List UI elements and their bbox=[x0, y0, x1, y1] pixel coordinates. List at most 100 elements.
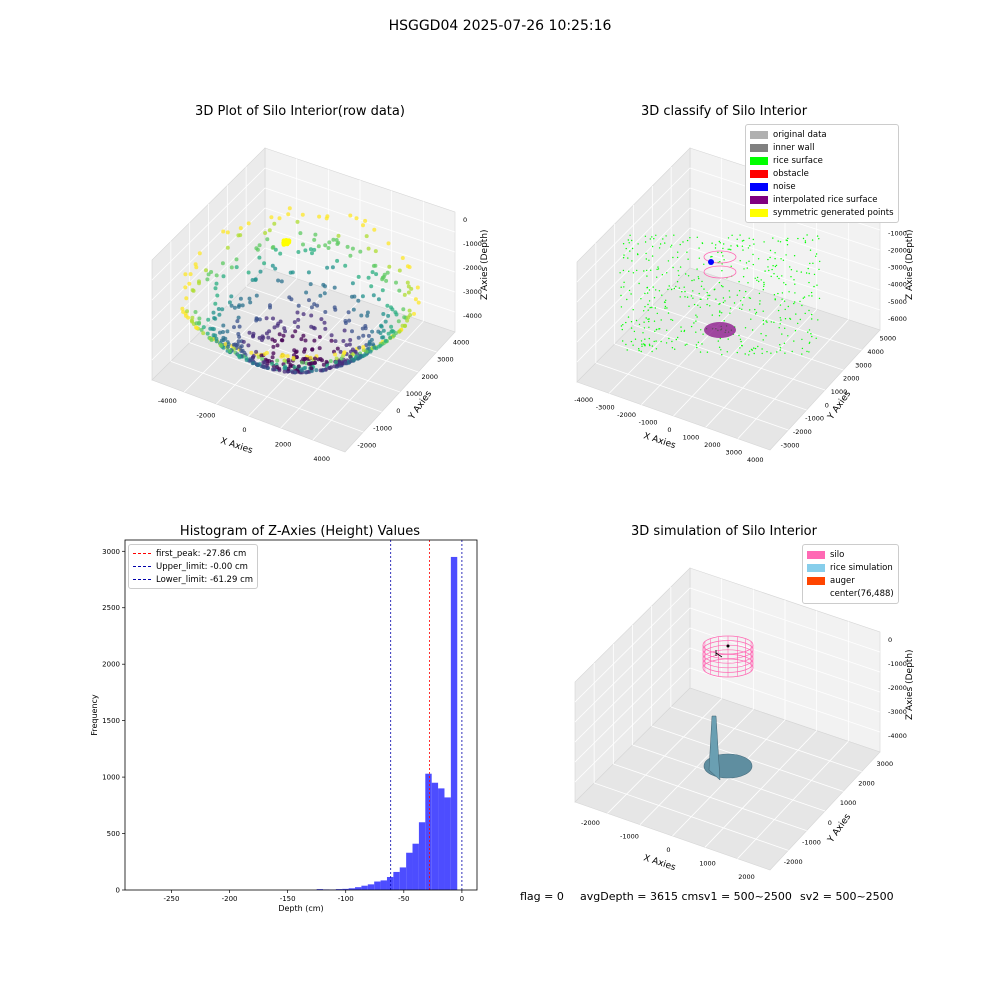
data-point bbox=[356, 356, 360, 361]
rice-surface-point bbox=[719, 261, 721, 263]
data-point bbox=[382, 272, 387, 277]
rice-surface-point bbox=[676, 256, 679, 259]
data-point bbox=[257, 255, 262, 260]
data-point bbox=[381, 312, 386, 316]
grid-line bbox=[248, 299, 361, 417]
data-point bbox=[327, 240, 332, 245]
rice-surface-point bbox=[794, 301, 796, 303]
data-point bbox=[392, 333, 396, 338]
data-point bbox=[397, 288, 402, 293]
data-point bbox=[302, 349, 307, 354]
rice-surface-point bbox=[785, 283, 787, 286]
rice-surface-point bbox=[683, 286, 685, 288]
rice-surface-point bbox=[730, 249, 732, 251]
rice-surface-point bbox=[765, 320, 767, 322]
symmetric-point bbox=[282, 240, 288, 246]
data-point bbox=[378, 343, 383, 348]
data-point bbox=[261, 365, 266, 369]
histogram-bar bbox=[386, 877, 394, 890]
rice-surface-point bbox=[675, 285, 677, 288]
rice-surface-point bbox=[719, 337, 721, 340]
data-point bbox=[255, 363, 260, 368]
x-tick-label: 1000 bbox=[683, 434, 700, 442]
data-point bbox=[357, 345, 362, 350]
data-point bbox=[346, 360, 351, 365]
data-point bbox=[364, 343, 369, 348]
data-point bbox=[292, 353, 296, 358]
data-point bbox=[262, 261, 267, 266]
rice-surface-point bbox=[644, 241, 647, 243]
data-point bbox=[265, 366, 270, 370]
data-point bbox=[400, 323, 405, 328]
data-point bbox=[301, 242, 305, 247]
data-point bbox=[322, 320, 327, 325]
rice-surface-point bbox=[808, 351, 810, 353]
rice-surface-point bbox=[648, 259, 650, 261]
data-point bbox=[267, 359, 272, 363]
data-point bbox=[298, 231, 303, 236]
data-point bbox=[278, 251, 283, 256]
data-point bbox=[221, 274, 226, 279]
rice-surface-point bbox=[693, 322, 695, 324]
data-point bbox=[338, 349, 343, 354]
data-point bbox=[286, 212, 291, 217]
y-tick-label: 500 bbox=[107, 830, 120, 838]
data-point bbox=[329, 365, 334, 370]
data-point bbox=[288, 363, 293, 367]
rice-surface-point bbox=[620, 325, 623, 327]
grid-line bbox=[639, 709, 754, 825]
data-point bbox=[277, 332, 282, 337]
rice-surface-point bbox=[811, 313, 813, 316]
silo-mesh bbox=[702, 654, 754, 673]
rice-surface-point bbox=[711, 255, 713, 258]
data-point bbox=[374, 346, 379, 351]
data-point bbox=[344, 352, 349, 356]
rice-surface-point bbox=[666, 307, 668, 309]
y-tick-label: 1000 bbox=[840, 799, 857, 807]
rice-surface-point bbox=[653, 340, 655, 343]
data-point bbox=[293, 350, 298, 355]
data-point bbox=[212, 316, 217, 320]
data-point bbox=[249, 350, 254, 355]
data-point bbox=[197, 321, 201, 326]
y-tick-label: 3000 bbox=[877, 760, 894, 768]
y-tick-label: 0 bbox=[116, 887, 120, 895]
rice-surface-point bbox=[754, 308, 756, 311]
data-point bbox=[293, 370, 298, 375]
grid-line bbox=[594, 782, 789, 851]
rice-surface-point bbox=[787, 237, 789, 240]
rice-surface-point bbox=[659, 243, 662, 245]
data-point bbox=[415, 285, 420, 290]
data-point bbox=[213, 316, 218, 321]
data-point bbox=[254, 349, 259, 354]
rice-surface-point bbox=[662, 238, 664, 240]
data-point bbox=[366, 349, 370, 354]
rice-surface-point bbox=[695, 320, 697, 322]
y-tick-label: 5000 bbox=[880, 335, 897, 343]
grid-line bbox=[652, 305, 844, 371]
data-point bbox=[231, 346, 236, 351]
data-point bbox=[235, 342, 240, 347]
rice-surface-point bbox=[794, 292, 796, 294]
data-point bbox=[413, 297, 418, 302]
data-point bbox=[298, 370, 303, 375]
rice-surface-point bbox=[762, 323, 765, 325]
rice-surface-point bbox=[664, 305, 667, 308]
rice-surface-point bbox=[696, 268, 698, 270]
data-point bbox=[362, 353, 367, 358]
data-point bbox=[248, 300, 253, 305]
data-point bbox=[356, 274, 361, 279]
rice-surface-point bbox=[763, 285, 765, 288]
data-point bbox=[347, 360, 352, 365]
rice-surface-point bbox=[696, 346, 698, 349]
symmetric-point bbox=[281, 240, 287, 246]
rice-surface-point bbox=[698, 292, 700, 295]
data-point bbox=[234, 265, 239, 270]
rice-surface-point bbox=[786, 239, 788, 242]
data-point bbox=[365, 347, 370, 352]
rice-surface-point bbox=[801, 338, 803, 341]
data-point bbox=[397, 329, 402, 334]
y-tick-label: 2000 bbox=[843, 375, 860, 383]
pane-floor bbox=[576, 267, 881, 451]
status-avg-depth: avgDepth = 3615 cmsv1 = 500~2500 bbox=[580, 890, 792, 903]
